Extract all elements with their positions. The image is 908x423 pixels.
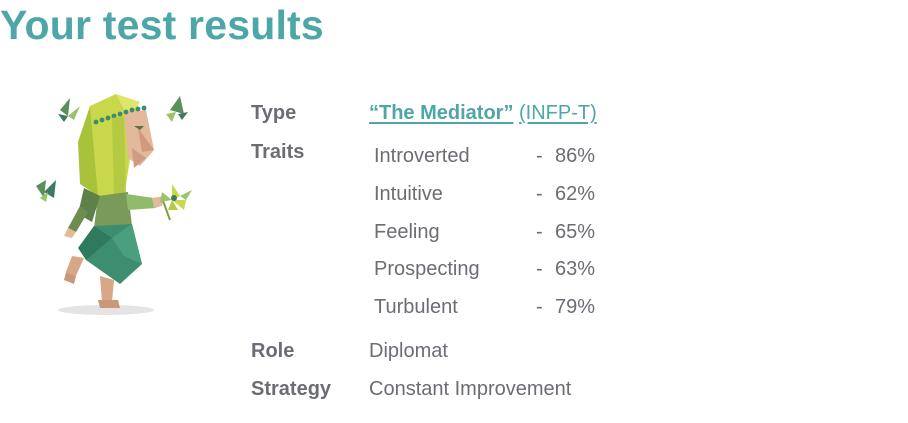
trait-percent: 65%: [555, 220, 596, 243]
trait-name: Prospecting: [374, 258, 480, 281]
trait-dash: -: [536, 296, 543, 319]
type-code-link[interactable]: (INFP-T): [519, 102, 597, 124]
trait-name: Intuitive: [374, 182, 443, 205]
mediator-character-illustration-icon: [36, 94, 192, 315]
trait-name: Feeling: [374, 220, 440, 243]
role-value: Diplomat: [369, 340, 448, 362]
butterfly-icon: [58, 98, 80, 122]
trait-dash: -: [536, 145, 543, 167]
type-name-link[interactable]: “The Mediator”: [369, 102, 514, 124]
butterfly-icon: [36, 180, 56, 202]
trait-dash: -: [536, 182, 543, 205]
trait-name: Turbulent: [374, 296, 458, 319]
trait-percent: 63%: [555, 258, 596, 281]
strategy-label: Strategy: [251, 378, 332, 400]
trait-percent: 62%: [555, 182, 596, 205]
trait-dash: -: [536, 220, 543, 243]
trait-dash: -: [536, 258, 543, 281]
page-title: Your test results: [0, 2, 324, 48]
type-label: Type: [251, 102, 297, 124]
strategy-value: Constant Improvement: [369, 378, 572, 400]
flower-icon: [160, 184, 192, 221]
trait-name: Introverted: [374, 145, 470, 167]
trait-percent: 79%: [555, 296, 596, 319]
trait-percent: 86%: [555, 145, 596, 167]
type-value: “The Mediator” (INFP-T): [369, 102, 597, 125]
traits-label: Traits: [251, 141, 305, 163]
butterfly-icon: [166, 96, 188, 122]
role-label: Role: [251, 340, 295, 362]
